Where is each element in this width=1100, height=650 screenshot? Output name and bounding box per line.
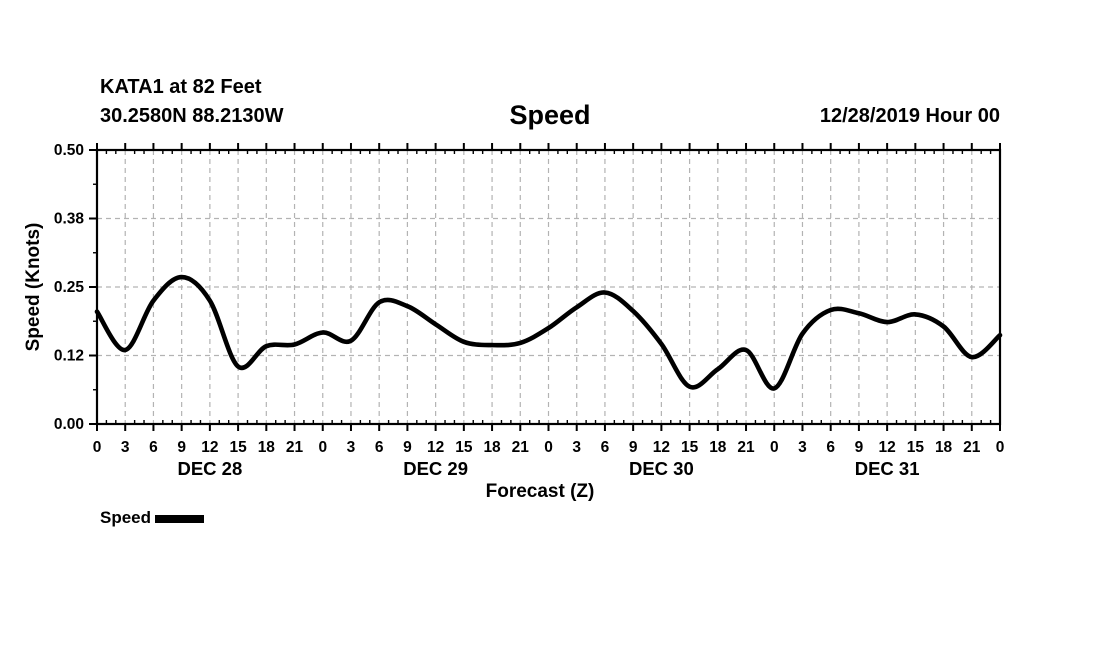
x-tick-label: 21	[512, 439, 530, 456]
x-tick-label: 9	[403, 439, 412, 456]
speed-curve	[94, 274, 1003, 391]
x-tick-label: 0	[544, 439, 553, 456]
day-label: DEC 31	[855, 458, 920, 479]
x-tick-label: 6	[826, 439, 835, 456]
y-tick-label: 0.12	[54, 348, 84, 365]
legend-line-swatch-icon	[155, 515, 205, 523]
x-tick-label: 0	[318, 439, 327, 456]
x-tick-label: 3	[572, 439, 581, 456]
plot-border	[95, 148, 1002, 426]
x-tick-label: 15	[455, 439, 473, 456]
x-tick-label: 12	[427, 439, 444, 456]
forecast-datetime: 12/28/2019 Hour 00	[819, 105, 1000, 127]
x-axis-label: Forecast (Z)	[485, 481, 595, 502]
day-label: DEC 28	[177, 458, 242, 479]
x-tick-label: 9	[855, 439, 864, 456]
x-tick-label: 6	[375, 439, 384, 456]
x-tick-label: 18	[709, 439, 727, 456]
x-tick-label: 9	[177, 439, 186, 456]
x-tick-label: 15	[907, 439, 925, 456]
legend-label: Speed	[100, 508, 152, 527]
x-tick-label: 3	[347, 439, 356, 456]
x-tick-label: 6	[149, 439, 158, 456]
chart-title: Speed	[509, 100, 591, 130]
x-tick-label: 18	[935, 439, 953, 456]
y-tick-label: 0.25	[54, 279, 85, 296]
x-tick-label: 0	[996, 439, 1005, 456]
day-label: DEC 29	[403, 458, 468, 479]
x-tick-label: 3	[798, 439, 807, 456]
station-coordinates: 30.2580N 88.2130W	[100, 105, 284, 127]
day-label: DEC 30	[629, 458, 694, 479]
y-tick-label: 0.38	[54, 211, 85, 228]
x-tick-label: 12	[879, 439, 896, 456]
x-tick-label: 12	[201, 439, 218, 456]
x-tick-label: 21	[963, 439, 981, 456]
x-tick-label: 21	[737, 439, 755, 456]
station-name: KATA1 at 82 Feet	[100, 76, 262, 98]
x-tick-label: 3	[121, 439, 130, 456]
y-tick-label: 0.00	[54, 416, 84, 433]
legend: Speed	[100, 508, 205, 528]
x-tick-label: 18	[483, 439, 501, 456]
x-tick-label: 15	[681, 439, 699, 456]
x-tick-label: 18	[258, 439, 276, 456]
x-tick-label: 0	[93, 439, 102, 456]
y-tick-label: 0.50	[54, 142, 84, 159]
x-tick-label: 12	[653, 439, 670, 456]
x-tick-label: 15	[229, 439, 247, 456]
x-tick-label: 0	[770, 439, 779, 456]
x-tick-label: 6	[601, 439, 610, 456]
x-tick-label: 21	[286, 439, 304, 456]
x-tick-label: 9	[629, 439, 638, 456]
